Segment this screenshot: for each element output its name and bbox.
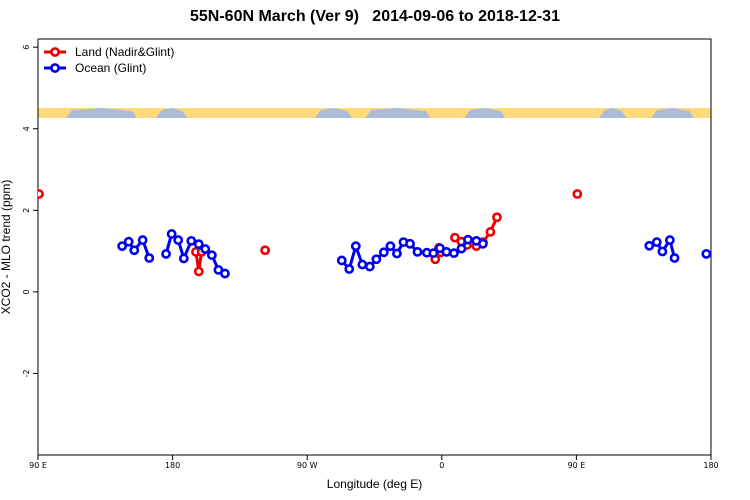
series-ocean — [117, 229, 711, 279]
legend: Land (Nadir&Glint) Ocean (Glint) — [44, 45, 174, 75]
x-tick-label: 0 — [439, 461, 444, 470]
map-strip-ocean — [464, 108, 506, 118]
data-point — [260, 245, 271, 256]
data-point — [664, 235, 675, 245]
y-tick-label: 2 — [22, 208, 31, 213]
y-tick-label: 6 — [22, 45, 31, 50]
data-point — [371, 254, 382, 265]
data-point — [385, 241, 396, 252]
data-point — [200, 244, 211, 254]
data-point — [644, 240, 655, 251]
data-point — [350, 241, 361, 252]
data-point — [428, 248, 439, 259]
series-layer — [38, 189, 711, 279]
data-point — [123, 236, 134, 247]
data-point — [178, 253, 189, 264]
series-land — [38, 189, 583, 277]
data-point — [117, 241, 128, 252]
x-tick-label: 180 — [165, 461, 180, 470]
data-point — [456, 243, 467, 254]
data-point — [463, 234, 473, 245]
y-axis: -2 0 2 4 6 — [22, 45, 39, 377]
data-point — [129, 245, 140, 256]
data-point — [449, 232, 460, 243]
data-point — [357, 259, 368, 270]
data-point — [193, 239, 204, 250]
world-map-strip — [38, 108, 711, 118]
data-point — [392, 248, 402, 259]
data-point — [412, 246, 423, 257]
data-point — [478, 238, 488, 249]
data-point — [701, 249, 711, 259]
data-point — [336, 255, 347, 266]
data-point — [669, 253, 680, 263]
map-strip-ocean — [66, 108, 138, 118]
data-point — [344, 264, 355, 274]
data-point — [186, 235, 197, 246]
data-point — [657, 246, 668, 257]
data-point — [193, 266, 204, 277]
x-axis-title: Longitude (deg E) — [327, 477, 422, 491]
data-point — [166, 229, 177, 239]
map-strip-ocean — [598, 108, 627, 118]
y-axis-title: XCO2 - MLO trend (ppm) — [0, 180, 13, 315]
x-tick-label: 180 — [703, 461, 718, 470]
data-point — [572, 189, 583, 199]
plot-frame — [37, 38, 712, 456]
chart-title: 55N-60N March (Ver 9) 2014-09-06 to 2018… — [190, 8, 560, 25]
y-tick-label: 4 — [22, 126, 31, 131]
data-point — [161, 249, 171, 259]
data-point — [206, 250, 217, 261]
data-point — [449, 248, 459, 259]
data-point — [364, 261, 375, 272]
data-point — [405, 238, 415, 249]
data-point — [651, 237, 662, 248]
legend-marker — [50, 63, 60, 73]
y-tick-label: -2 — [22, 369, 31, 377]
data-point — [485, 227, 496, 237]
legend-marker — [50, 47, 60, 57]
data-point — [220, 268, 230, 279]
x-tick-label: 90 E — [29, 461, 47, 470]
legend-label: Ocean (Glint) — [75, 61, 146, 75]
data-point — [38, 189, 44, 199]
data-point — [173, 235, 184, 245]
legend-label: Land (Nadir&Glint) — [75, 45, 174, 59]
map-strip-ocean — [365, 108, 431, 118]
data-point — [492, 212, 502, 223]
x-tick-label: 90 E — [568, 461, 586, 470]
data-point — [378, 247, 389, 258]
map-strip-ocean — [314, 108, 353, 118]
data-point — [137, 235, 148, 245]
x-tick-label: 90 W — [297, 461, 318, 470]
map-strip-ocean — [155, 108, 188, 118]
x-axis: 90 E 180 90 W 0 90 E 180 — [29, 455, 719, 470]
y-tick-label: 0 — [22, 289, 31, 294]
data-point — [144, 253, 155, 263]
map-strip-ocean — [651, 108, 695, 118]
data-point — [441, 246, 452, 257]
